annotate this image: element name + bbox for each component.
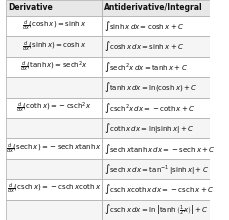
Bar (102, 179, 210, 200)
Text: $\frac{d}{dx}(\cosh x) = \sinh x$: $\frac{d}{dx}(\cosh x) = \sinh x$ (22, 19, 86, 33)
Bar (6, 118, 102, 138)
Text: $\frac{d}{dx}(\sinh x) = \cosh x$: $\frac{d}{dx}(\sinh x) = \cosh x$ (22, 39, 86, 53)
Text: $\int \cosh x\, dx = \sinh x + C$: $\int \cosh x\, dx = \sinh x + C$ (104, 39, 184, 53)
Text: $\frac{d}{dx}(\coth x) = -\mathrm{csch}^2 x$: $\frac{d}{dx}(\coth x) = -\mathrm{csch}^… (16, 101, 92, 115)
Text: $\int \coth x\, dx = \ln|\sinh x| + C$: $\int \coth x\, dx = \ln|\sinh x| + C$ (104, 121, 194, 135)
Bar (102, 138, 210, 159)
Bar (102, 36, 210, 57)
Text: $\int \mathrm{csch}\, x\coth x\, dx = -\mathrm{csch}\, x + C$: $\int \mathrm{csch}\, x\coth x\, dx = -\… (104, 182, 214, 196)
Text: $\int \mathrm{sech}\, x\tanh x\, dx = -\mathrm{sech}\, x + C$: $\int \mathrm{sech}\, x\tanh x\, dx = -\… (104, 141, 215, 156)
Bar (6, 138, 102, 159)
Text: Derivative: Derivative (8, 4, 53, 12)
Bar (6, 159, 102, 179)
Text: Antiderivative/Integral: Antiderivative/Integral (104, 4, 202, 12)
Text: $\int \mathrm{sech}\, x\, dx = \tan^{-1}|\sinh x| + C$: $\int \mathrm{sech}\, x\, dx = \tan^{-1}… (104, 162, 209, 176)
Bar (6, 179, 102, 200)
Bar (102, 57, 210, 77)
Bar (102, 0, 210, 16)
Bar (6, 36, 102, 57)
Text: $\frac{d}{dx}(\tanh x) = \mathrm{sech}^2 x$: $\frac{d}{dx}(\tanh x) = \mathrm{sech}^2… (20, 60, 88, 74)
Text: $\int \tanh x\, dx = \ln(\cosh x) + C$: $\int \tanh x\, dx = \ln(\cosh x) + C$ (104, 80, 197, 94)
Text: $\int \mathrm{csch}^2 x\, dx = -\coth x + C$: $\int \mathrm{csch}^2 x\, dx = -\coth x … (104, 101, 195, 115)
Bar (102, 159, 210, 179)
Text: $\int \mathrm{sech}^2 x\, dx = \tanh x + C$: $\int \mathrm{sech}^2 x\, dx = \tanh x +… (104, 60, 188, 74)
Text: $\frac{d}{dx}(\mathrm{sech}\, x) = -\mathrm{sech}\, x\tanh x$: $\frac{d}{dx}(\mathrm{sech}\, x) = -\mat… (6, 141, 102, 156)
Bar (6, 0, 102, 16)
Bar (6, 200, 102, 220)
Text: $\frac{d}{dx}(\mathrm{csch}\, x) = -\mathrm{csch}\, x\coth x$: $\frac{d}{dx}(\mathrm{csch}\, x) = -\mat… (7, 182, 101, 196)
Bar (102, 16, 210, 36)
Bar (102, 97, 210, 118)
Bar (102, 118, 210, 138)
Text: $\int \sinh x\, dx = \cosh x + C$: $\int \sinh x\, dx = \cosh x + C$ (104, 19, 184, 33)
Bar (6, 77, 102, 97)
Bar (102, 77, 210, 97)
Bar (6, 57, 102, 77)
Bar (6, 97, 102, 118)
Bar (102, 200, 210, 220)
Bar (6, 16, 102, 36)
Text: $\int \mathrm{csch}\, x\, dx = \ln\left|\tanh\left(\frac{1}{2}x\right)\right| + : $\int \mathrm{csch}\, x\, dx = \ln\left|… (104, 202, 209, 217)
